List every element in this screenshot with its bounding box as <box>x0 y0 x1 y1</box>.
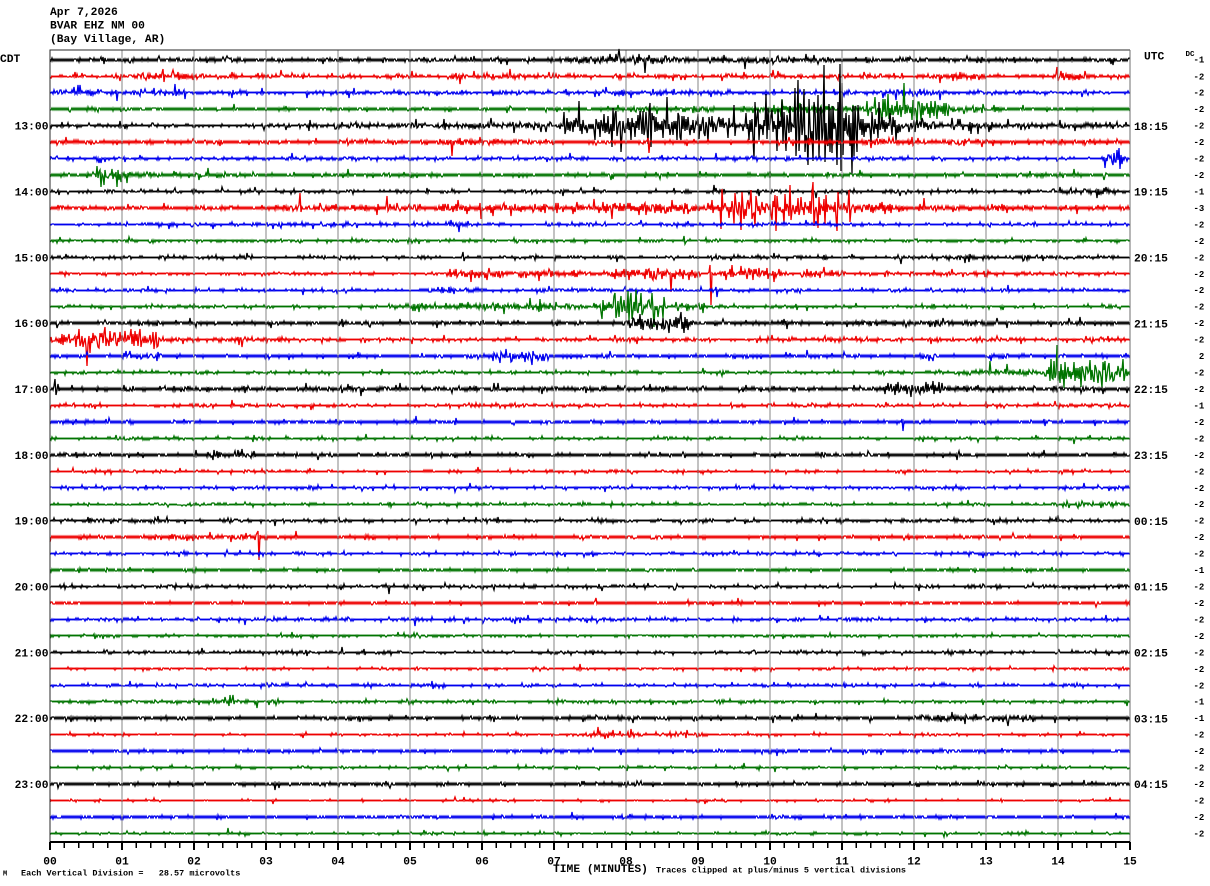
svg-text:08: 08 <box>619 857 633 869</box>
svg-text:-2: -2 <box>1194 731 1205 741</box>
svg-text:12: 12 <box>907 857 921 869</box>
svg-text:M: M <box>3 871 7 879</box>
svg-text:-2: -2 <box>1194 797 1205 807</box>
svg-text:-2: -2 <box>1194 253 1205 263</box>
svg-text:18:00: 18:00 <box>15 451 49 463</box>
svg-text:Traces clipped at plus/minus 5: Traces clipped at plus/minus 5 vertical … <box>656 866 906 876</box>
svg-text:CDT: CDT <box>0 54 21 66</box>
svg-text:-2: -2 <box>1194 385 1205 395</box>
svg-text:-2: -2 <box>1194 599 1205 609</box>
svg-text:-2: -2 <box>1194 171 1205 181</box>
svg-text:-2: -2 <box>1194 813 1205 823</box>
svg-text:22:15: 22:15 <box>1134 385 1168 397</box>
svg-text:17:00: 17:00 <box>15 385 49 397</box>
svg-text:-2: -2 <box>1194 138 1205 148</box>
svg-text:03:15: 03:15 <box>1134 714 1168 726</box>
svg-text:20:15: 20:15 <box>1134 254 1168 266</box>
svg-text:11: 11 <box>835 857 849 869</box>
svg-text:23:00: 23:00 <box>15 780 49 792</box>
svg-text:-2: -2 <box>1194 681 1205 691</box>
svg-text:06: 06 <box>475 857 489 869</box>
svg-text:-2: -2 <box>1194 550 1205 560</box>
svg-text:-2: -2 <box>1194 615 1205 625</box>
svg-text:14:00: 14:00 <box>15 187 49 199</box>
svg-text:-1: -1 <box>1194 714 1205 724</box>
svg-text:00:15: 00:15 <box>1134 517 1168 529</box>
svg-text:-2: -2 <box>1194 286 1205 296</box>
svg-text:19:15: 19:15 <box>1134 188 1168 200</box>
svg-text:DC: DC <box>1186 51 1196 59</box>
svg-text:-2: -2 <box>1194 648 1205 658</box>
svg-text:-1: -1 <box>1194 566 1205 576</box>
svg-text:04: 04 <box>331 857 345 869</box>
svg-text:-2: -2 <box>1194 533 1205 543</box>
svg-text:-2: -2 <box>1194 220 1205 230</box>
svg-text:04:15: 04:15 <box>1134 780 1168 792</box>
svg-text:13:00: 13:00 <box>15 122 49 134</box>
svg-text:-2: -2 <box>1194 747 1205 757</box>
svg-text:07: 07 <box>547 857 561 869</box>
svg-text:-1: -1 <box>1194 401 1205 411</box>
svg-text:19:00: 19:00 <box>15 517 49 529</box>
svg-text:2: 2 <box>1194 352 1205 362</box>
svg-text:15:00: 15:00 <box>15 253 49 265</box>
svg-text:-2: -2 <box>1194 451 1205 461</box>
svg-text:22:00: 22:00 <box>15 714 49 726</box>
svg-text:02:15: 02:15 <box>1134 649 1168 661</box>
svg-text:BVAR EHZ NM 00: BVAR EHZ NM 00 <box>50 20 145 32</box>
svg-text:-2: -2 <box>1194 122 1205 132</box>
svg-text:14: 14 <box>1051 857 1065 869</box>
svg-text:-3: -3 <box>1194 204 1205 214</box>
svg-text:21:00: 21:00 <box>15 648 49 660</box>
svg-text:-2: -2 <box>1194 764 1205 774</box>
svg-text:-2: -2 <box>1194 632 1205 642</box>
svg-text:20:00: 20:00 <box>15 583 49 595</box>
svg-text:18:15: 18:15 <box>1134 122 1168 134</box>
svg-text:-1: -1 <box>1194 187 1205 197</box>
svg-text:-2: -2 <box>1194 484 1205 494</box>
svg-text:-2: -2 <box>1194 780 1205 790</box>
svg-text:-2: -2 <box>1194 72 1205 82</box>
svg-text:10: 10 <box>763 857 777 869</box>
svg-text:-2: -2 <box>1194 467 1205 477</box>
svg-text:01:15: 01:15 <box>1134 583 1168 595</box>
svg-text:Each Vertical Division = 28.: Each Vertical Division = 28.57 microvolt… <box>21 869 240 879</box>
svg-text:16:00: 16:00 <box>15 319 49 331</box>
svg-text:-2: -2 <box>1194 270 1205 280</box>
svg-text:00: 00 <box>43 857 57 869</box>
svg-text:13: 13 <box>979 857 993 869</box>
svg-text:09: 09 <box>691 857 705 869</box>
svg-text:-2: -2 <box>1194 500 1205 510</box>
svg-text:-2: -2 <box>1194 89 1205 99</box>
svg-text:-2: -2 <box>1194 434 1205 444</box>
svg-text:-2: -2 <box>1194 319 1205 329</box>
svg-text:-2: -2 <box>1194 583 1205 593</box>
svg-text:-2: -2 <box>1194 155 1205 165</box>
svg-text:15: 15 <box>1123 857 1137 869</box>
svg-text:Apr 7,2026: Apr 7,2026 <box>50 7 118 19</box>
svg-text:TIME (MINUTES): TIME (MINUTES) <box>553 864 648 876</box>
svg-text:-1: -1 <box>1194 698 1205 708</box>
svg-text:UTC: UTC <box>1144 52 1165 64</box>
svg-text:05: 05 <box>403 857 417 869</box>
svg-text:-2: -2 <box>1194 665 1205 675</box>
svg-text:-2: -2 <box>1194 418 1205 428</box>
svg-text:-2: -2 <box>1194 517 1205 527</box>
svg-text:-2: -2 <box>1194 303 1205 313</box>
svg-text:21:15: 21:15 <box>1134 319 1168 331</box>
svg-text:-2: -2 <box>1194 829 1205 839</box>
svg-text:(Bay Village, AR): (Bay Village, AR) <box>50 34 165 46</box>
svg-text:03: 03 <box>259 857 273 869</box>
svg-text:02: 02 <box>187 857 201 869</box>
svg-text:01: 01 <box>115 857 129 869</box>
svg-text:23:15: 23:15 <box>1134 451 1168 463</box>
svg-text:-1: -1 <box>1194 56 1205 66</box>
svg-text:-2: -2 <box>1194 336 1205 346</box>
svg-text:-2: -2 <box>1194 105 1205 115</box>
svg-text:-2: -2 <box>1194 369 1205 379</box>
svg-text:-2: -2 <box>1194 237 1205 247</box>
